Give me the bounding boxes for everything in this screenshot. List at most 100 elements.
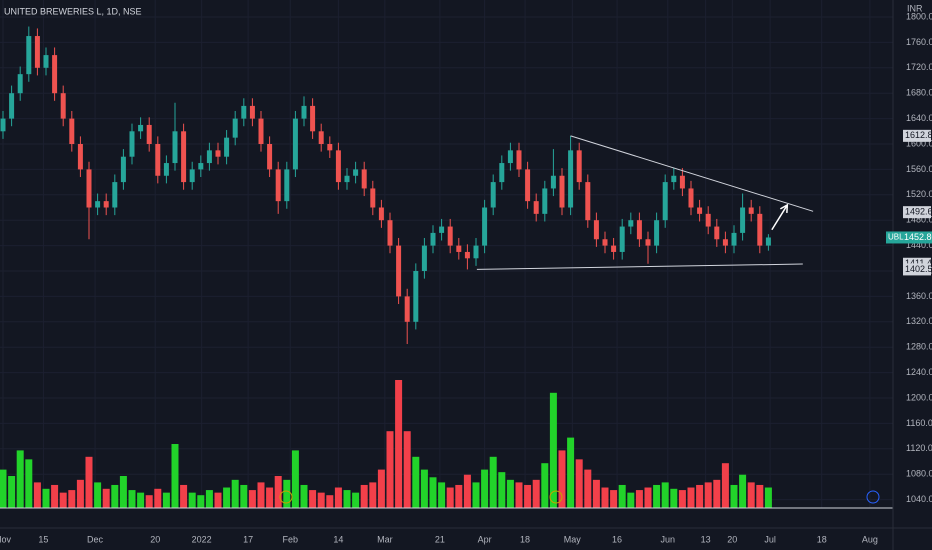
last-price-label: 1452.80: [904, 232, 932, 242]
y-tick-label: 1600.00: [906, 138, 932, 148]
volume-bar: [446, 487, 454, 508]
volume-bar: [257, 482, 265, 508]
volume-bar: [76, 479, 84, 508]
candle-body: [765, 237, 771, 246]
volume-bar: [171, 444, 179, 508]
volume-bar: [94, 482, 102, 508]
volume-bar: [498, 472, 506, 508]
candle-body: [387, 220, 393, 246]
arrow: [771, 204, 788, 231]
candle-body: [611, 245, 617, 252]
candle-body: [473, 245, 479, 259]
candle-body: [181, 131, 187, 183]
candle-body: [482, 207, 488, 246]
candle-body: [258, 118, 264, 144]
x-tick-label: 14: [333, 534, 343, 544]
price-label: 1492.65: [905, 207, 932, 217]
y-tick-label: 1440.00: [906, 240, 932, 250]
candle-body: [559, 175, 565, 208]
candle-body: [688, 188, 694, 208]
volume-bar: [317, 492, 325, 508]
event-icon[interactable]: [279, 490, 293, 504]
volume-bar: [248, 490, 256, 508]
arrow-head: [779, 203, 789, 213]
candle-body: [636, 220, 642, 240]
volume-bar: [343, 490, 351, 508]
y-tick-label: 1720.00: [906, 62, 932, 72]
candle-body: [103, 201, 109, 208]
volume-bar: [334, 487, 342, 508]
candle-body: [344, 175, 350, 183]
x-tick-label: Jun: [661, 534, 676, 544]
candle-body: [112, 182, 118, 208]
candle-body: [671, 175, 677, 183]
volume-bar: [653, 484, 661, 508]
candle-body: [60, 93, 66, 119]
volume-bar: [756, 484, 764, 508]
candle-body: [447, 226, 453, 246]
candle-body: [301, 105, 307, 119]
candle-body: [284, 169, 290, 202]
candle-body: [86, 169, 92, 208]
volume-bar: [420, 469, 428, 508]
volume-bar: [567, 437, 575, 508]
volume-bar: [558, 450, 566, 508]
price-label: 1402.50: [905, 264, 932, 274]
candle-body: [550, 175, 556, 189]
candle-body: [507, 150, 513, 164]
volume-bar: [137, 492, 145, 508]
candle-body: [576, 150, 582, 183]
volume-bar: [111, 484, 119, 508]
candle-body: [146, 124, 152, 144]
x-tick-label: 17: [243, 534, 253, 544]
candle-body: [34, 36, 40, 68]
volume-bar: [266, 487, 274, 508]
candle-body: [697, 207, 703, 214]
event-icon[interactable]: [549, 490, 563, 504]
volume-bar: [438, 482, 446, 508]
volume-bar: [0, 469, 7, 508]
candle-body: [43, 55, 49, 68]
volume-bar: [610, 490, 618, 508]
y-tick-label: 1640.00: [906, 113, 932, 123]
volume-bar: [162, 492, 170, 508]
volume-bar: [592, 479, 600, 508]
volume-bar: [463, 474, 471, 508]
candle-body: [396, 245, 402, 297]
candle-body: [585, 182, 591, 221]
candle-body: [163, 163, 169, 176]
x-tick-label: Jul: [764, 534, 776, 544]
candle-body: [464, 251, 470, 259]
x-tick-label: 16: [612, 534, 622, 544]
candle-body: [17, 74, 23, 94]
candle-body: [490, 182, 496, 208]
candle-body: [757, 213, 763, 246]
volume-bar: [291, 450, 299, 508]
volume-bar: [214, 492, 222, 508]
candle-body: [722, 239, 728, 246]
x-tick-label: Mar: [377, 534, 393, 544]
candle-body: [215, 150, 221, 157]
volume-bar: [403, 431, 411, 508]
event-icon[interactable]: [866, 490, 880, 504]
volume-bar: [33, 482, 41, 508]
volume-bar: [412, 456, 420, 508]
x-tick-label: Aug: [862, 534, 878, 544]
price-label: 1411.40: [905, 258, 932, 268]
volume-bar: [584, 469, 592, 508]
candle-body: [335, 150, 341, 183]
candle-body: [679, 175, 685, 189]
candle-body: [731, 232, 737, 246]
candle-body: [129, 131, 135, 157]
candle-body: [748, 207, 754, 214]
x-tick-label: 21: [435, 534, 445, 544]
volume-bar: [704, 482, 712, 508]
candle-body: [593, 220, 599, 240]
volume-bar: [532, 479, 540, 508]
price-pane: [0, 26, 814, 345]
candle-body: [705, 213, 711, 227]
candle-body: [224, 137, 230, 157]
volume-bar: [644, 487, 652, 508]
candle-body: [275, 169, 281, 202]
candle-body: [602, 239, 608, 246]
